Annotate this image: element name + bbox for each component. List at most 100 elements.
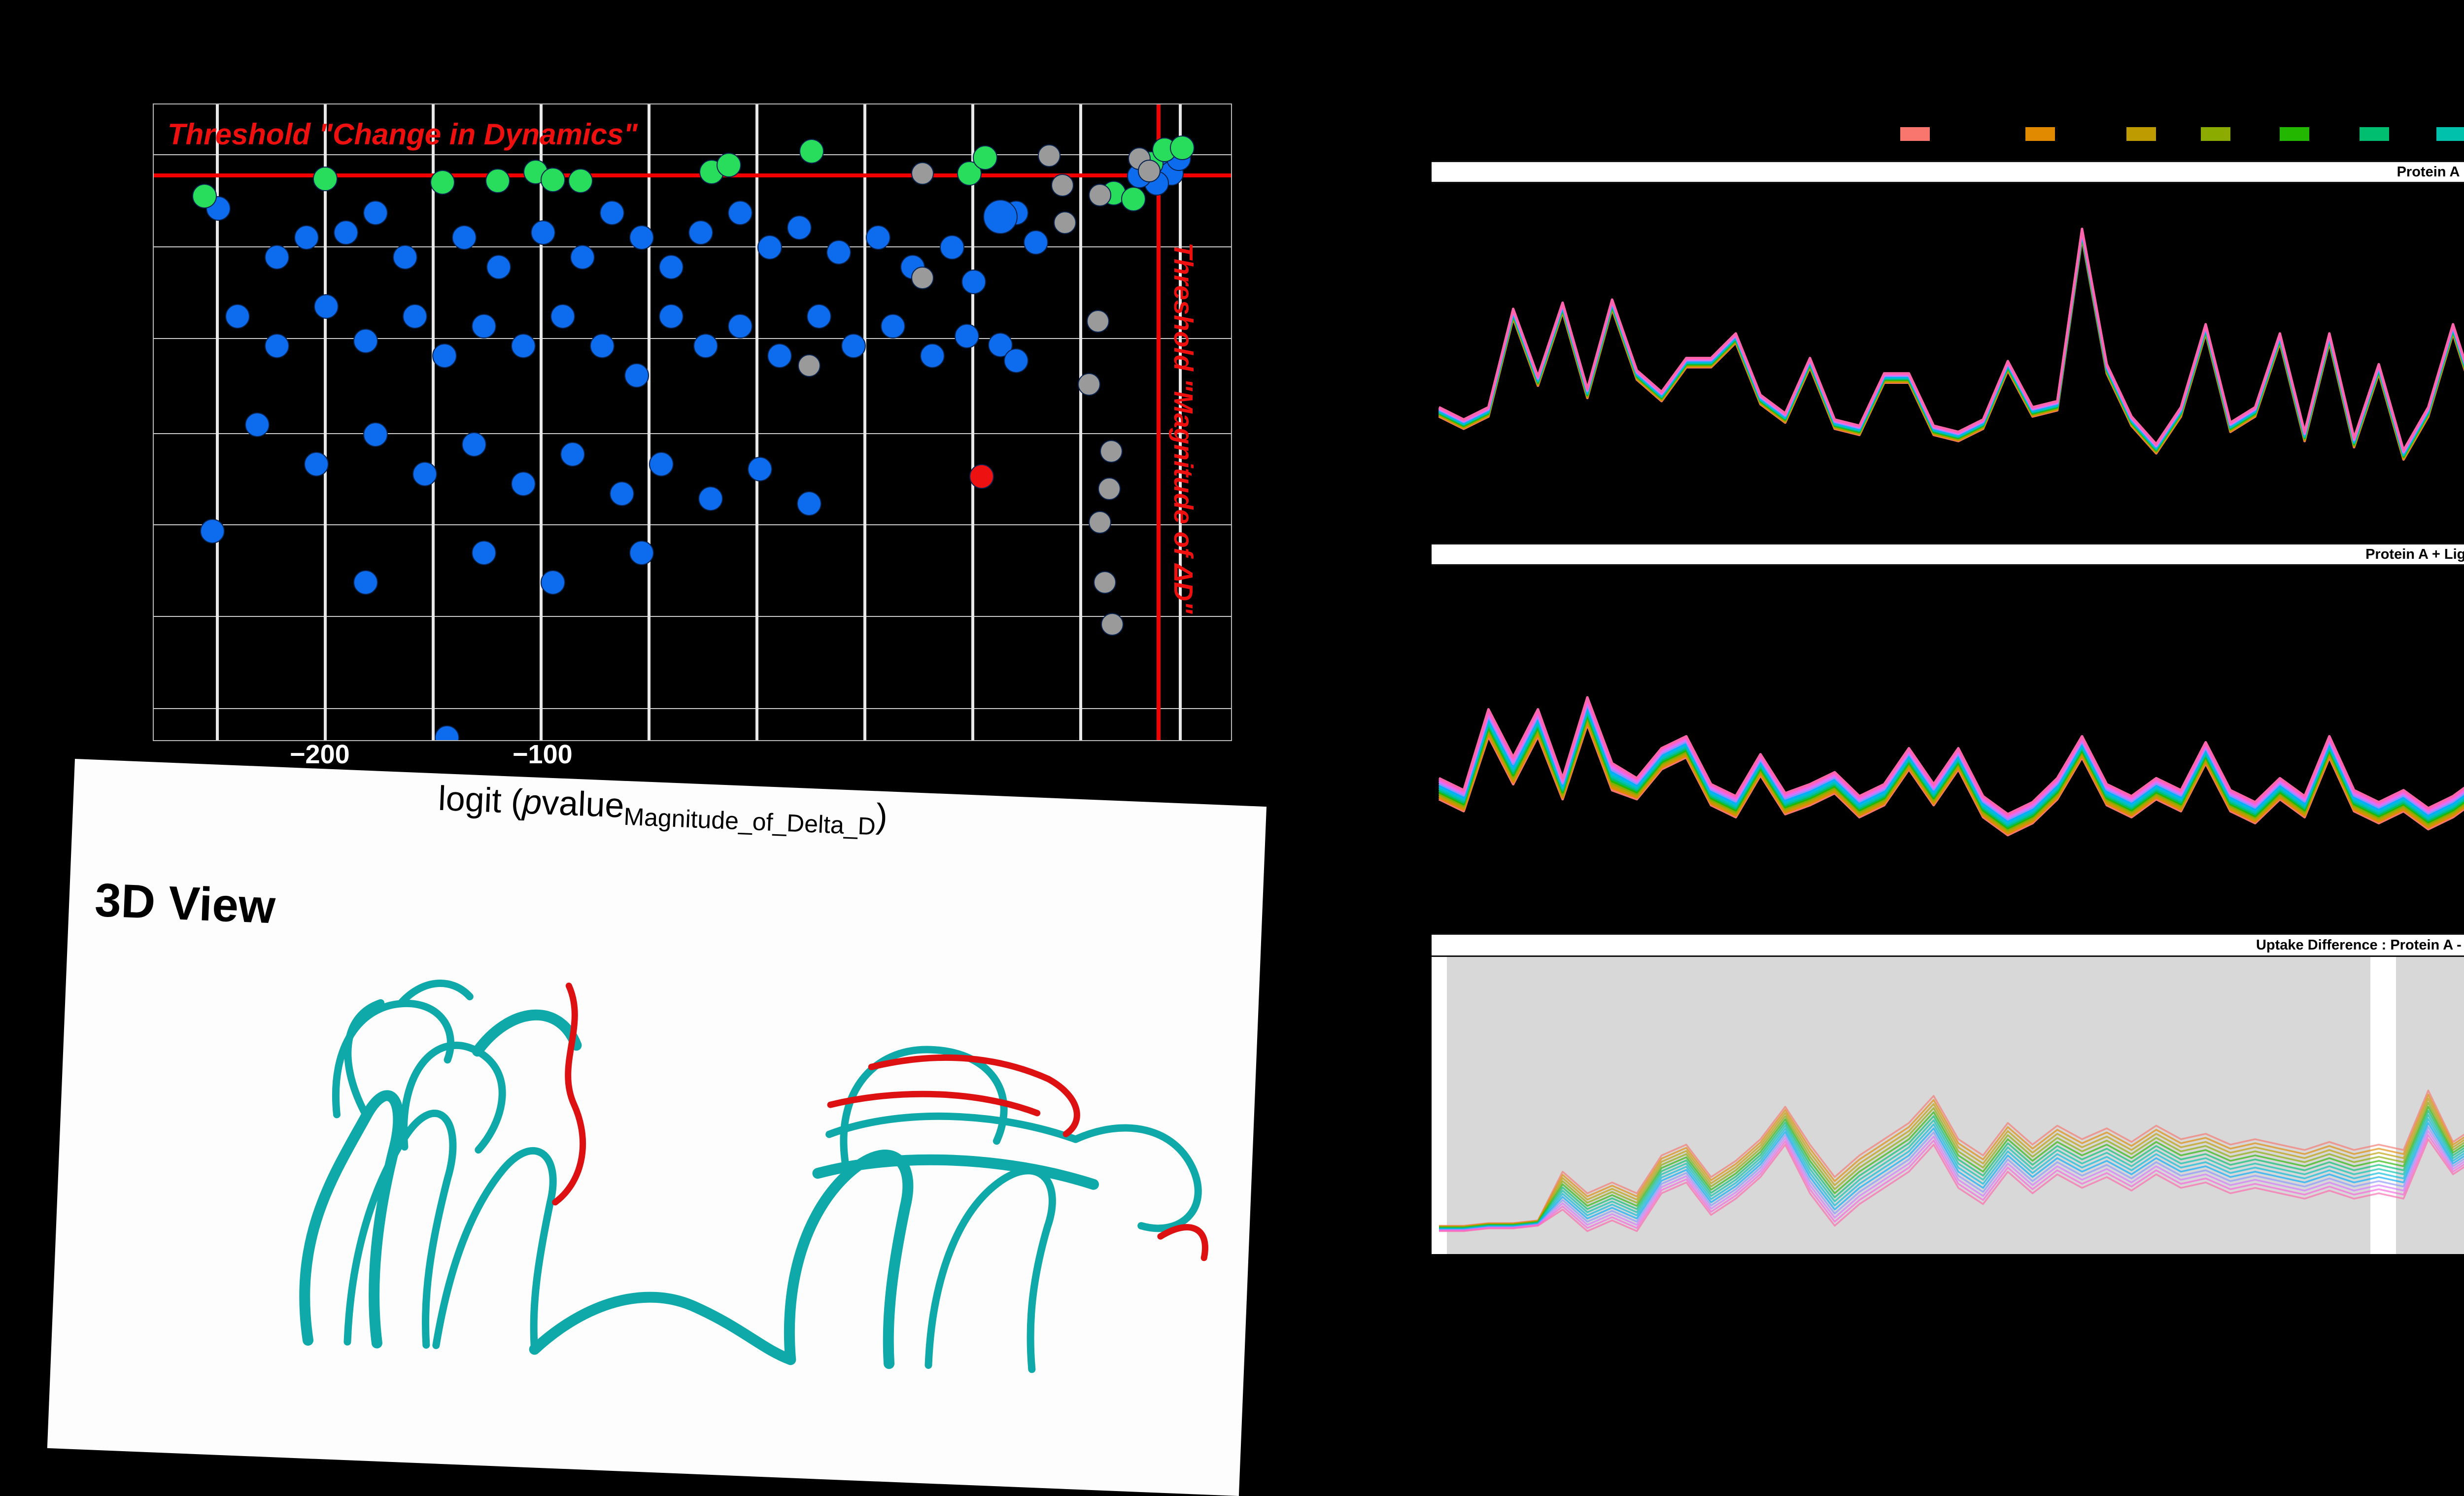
scatter-point <box>866 225 890 250</box>
uptake-series-line <box>1439 1110 2464 1229</box>
scatter-point <box>969 464 994 489</box>
uptake-series-line <box>1439 1089 2464 1227</box>
gridline-horizontal <box>154 246 1231 247</box>
legend-swatch <box>2360 127 2389 141</box>
scatter-point <box>659 304 684 329</box>
legend-swatch <box>2280 127 2309 141</box>
chart-title-uptake-difference: Uptake Difference : Protein A - (Protein… <box>2256 937 2464 953</box>
uptake-series-line <box>1438 723 2464 837</box>
scatter-point <box>560 442 585 467</box>
scatter-point <box>940 235 964 260</box>
scatter-point <box>659 255 684 279</box>
scatter-point <box>881 314 905 339</box>
scatter-point <box>961 270 986 294</box>
scatter-point <box>511 472 536 496</box>
scatter-point <box>570 245 595 270</box>
scatter-point <box>393 245 417 270</box>
uptake-series-line <box>1438 236 2464 460</box>
ribbon-strand-red <box>827 1090 1041 1117</box>
scatter-point <box>304 452 329 476</box>
threshold-magnitude-label: Threshold "Magnitude of ΔD" <box>1168 242 1198 614</box>
uptake-series-line <box>1438 237 2464 461</box>
ribbon-strand-teal <box>1072 1124 1202 1232</box>
threshold-line-horizontal <box>154 173 1231 177</box>
chart-title-protein-a: Protein A <box>2396 164 2460 180</box>
ribbon-strand-teal <box>472 1009 582 1057</box>
scatter-point <box>590 334 615 358</box>
3d-view-panel[interactable]: logit (pvalueMagnitude_of_Delta_D) 3D Vi… <box>47 759 1267 1496</box>
scatter-point <box>1051 174 1074 197</box>
scatter-point <box>1101 613 1124 636</box>
scatter-point <box>430 170 455 195</box>
scatter-point <box>435 725 459 740</box>
scatter-point <box>353 329 378 353</box>
threshold-change-label: Threshold "Change in Dynamics" <box>168 118 638 151</box>
scatter-point <box>787 215 812 240</box>
protein-ribbon-structure[interactable] <box>47 759 1266 1496</box>
scatter-point <box>1004 348 1028 373</box>
ribbon-strand-red <box>868 1054 1080 1137</box>
scatter-point <box>314 294 339 319</box>
scatter-point <box>245 412 270 437</box>
gridline-vertical <box>1179 104 1182 740</box>
scatter-point-large <box>983 200 1018 234</box>
uptake-series-line <box>1438 228 2464 452</box>
ribbon-strand-red <box>552 983 586 1206</box>
chart-title-protein-a-ligand: Protein A + Ligand <box>2365 546 2464 562</box>
gridline-vertical <box>648 104 650 740</box>
scatter-point <box>1038 144 1061 167</box>
scatter-point <box>511 334 536 358</box>
uptake-chart-protein-a-ligand-canvas[interactable] <box>1432 564 2464 893</box>
scatter-point <box>313 167 338 191</box>
ribbon-strand-red <box>1157 1224 1208 1261</box>
uptake-series-line <box>1439 1134 2464 1232</box>
uptake-chart-protein-a[interactable] <box>1432 182 2464 519</box>
scatter-point <box>698 486 723 511</box>
uptake-series-line <box>1439 1130 2464 1231</box>
uptake-series-line <box>1439 1093 2464 1227</box>
scatter-point <box>1170 136 1195 160</box>
scatter-point <box>225 304 250 329</box>
legend-swatch <box>2201 127 2230 141</box>
gridline-vertical <box>432 104 435 740</box>
coverage-band <box>2396 954 2464 1254</box>
x-tick-minus-100: −100 <box>513 740 573 769</box>
ribbon-strand-teal <box>397 980 474 1008</box>
scatter-point <box>1138 160 1161 182</box>
scatter-point <box>629 541 654 565</box>
uptake-series-line <box>1438 231 2464 455</box>
ribbon-strand-teal <box>840 1046 1008 1179</box>
uptake-difference-chart[interactable] <box>1432 954 2464 1254</box>
scatter-point <box>472 314 496 339</box>
scatter-point <box>432 343 457 368</box>
legend-swatch <box>2436 127 2464 141</box>
ribbon-strand-teal <box>812 1154 1099 1190</box>
scatter-point <box>452 225 477 250</box>
scatter-point <box>748 457 772 481</box>
chart-title-bar-protein-a: Protein A <box>1432 161 2464 183</box>
uptake-series-line <box>1439 1102 2464 1228</box>
scatter-point <box>649 452 674 476</box>
gridline-horizontal <box>154 708 1231 709</box>
scatter-point <box>1089 184 1111 206</box>
uptake-series-line <box>1438 696 2464 816</box>
scatter-point <box>973 145 997 170</box>
gridline-vertical <box>540 104 543 740</box>
volcano-plot-canvas[interactable] <box>154 104 1231 740</box>
coverage-band <box>1447 954 2370 1254</box>
uptake-chart-protein-a-canvas[interactable] <box>1432 182 2464 519</box>
scatter-point <box>294 225 319 250</box>
gridline-vertical <box>324 104 327 740</box>
scatter-point <box>600 201 624 225</box>
ribbon-strand-teal <box>784 1150 914 1369</box>
uptake-difference-chart-canvas[interactable] <box>1432 954 2464 1254</box>
uptake-series-line <box>1439 1118 2464 1230</box>
ribbon-strand-teal <box>343 1110 457 1349</box>
uptake-series-line <box>1439 1122 2464 1230</box>
uptake-chart-protein-a-ligand[interactable] <box>1432 564 2464 893</box>
scatter-point <box>412 462 437 486</box>
volcano-plot[interactable]: Threshold "Change in Dynamics" Threshold… <box>153 103 1232 741</box>
scatter-point <box>485 169 510 193</box>
scatter-point <box>728 201 753 225</box>
scatter-point <box>624 363 649 388</box>
